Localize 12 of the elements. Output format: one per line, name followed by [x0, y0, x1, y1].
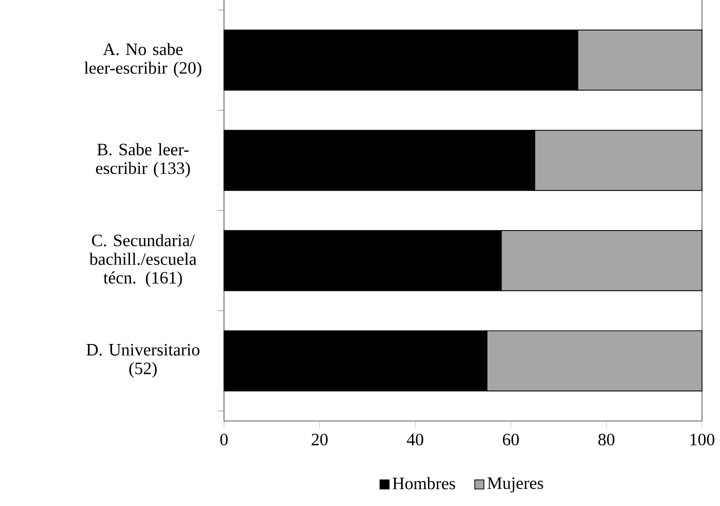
x-tick-label: 80: [598, 434, 614, 446]
x-tick-label: 20: [312, 434, 328, 446]
legend-label: Mujeres: [487, 477, 544, 493]
legend-label: Hombres: [392, 477, 456, 490]
x-tick-label: 40: [406, 434, 424, 446]
x-tick-label: 100: [690, 434, 714, 446]
y-tick-label: D. Universitario (52): [86, 344, 200, 378]
y-tick-label: B. Sabe leer-escribir (133): [96, 143, 190, 178]
x-tick-label: 0: [220, 434, 228, 446]
y-tick-label: C. Secundaria/ bachill./escuela técn. (161): [89, 234, 196, 288]
x-tick-label: 60: [502, 434, 519, 446]
y-tick-label: A. No sabe leer-escribir (20): [84, 42, 202, 78]
